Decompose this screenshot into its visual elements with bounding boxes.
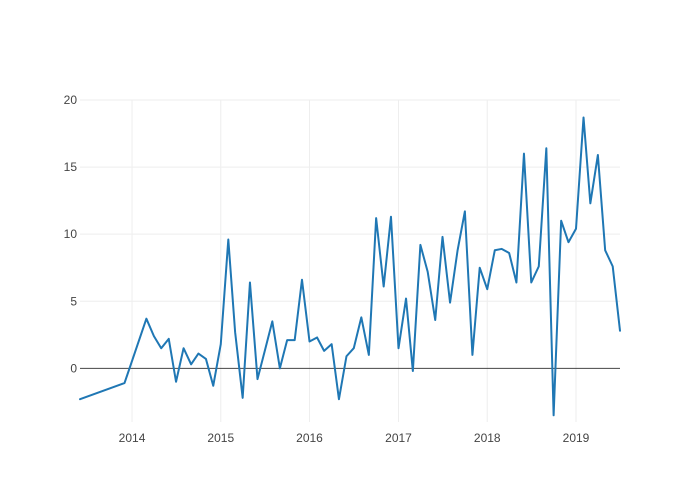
y-tick-label: 15 bbox=[64, 160, 78, 174]
x-tick-label: 2019 bbox=[563, 431, 590, 445]
y-tick-label: 10 bbox=[64, 227, 78, 241]
series-line bbox=[79, 116, 621, 417]
y-tick-label: 5 bbox=[70, 294, 77, 308]
y-tick-label: 0 bbox=[70, 361, 77, 375]
plot-area bbox=[79, 99, 621, 422]
x-tick-label: 2018 bbox=[474, 431, 501, 445]
x-tick-label: 2014 bbox=[119, 431, 146, 445]
x-tick-label: 2016 bbox=[296, 431, 323, 445]
y-gridlines bbox=[80, 99, 620, 302]
series-group bbox=[79, 116, 621, 417]
x-axis: 2014 2015 2016 2017 2018 2019 bbox=[119, 431, 590, 445]
y-axis: 0 5 10 15 20 bbox=[64, 93, 78, 375]
x-tick-label: 2015 bbox=[207, 431, 234, 445]
x-tick-label: 2017 bbox=[385, 431, 412, 445]
y-tick-label: 20 bbox=[64, 93, 78, 107]
